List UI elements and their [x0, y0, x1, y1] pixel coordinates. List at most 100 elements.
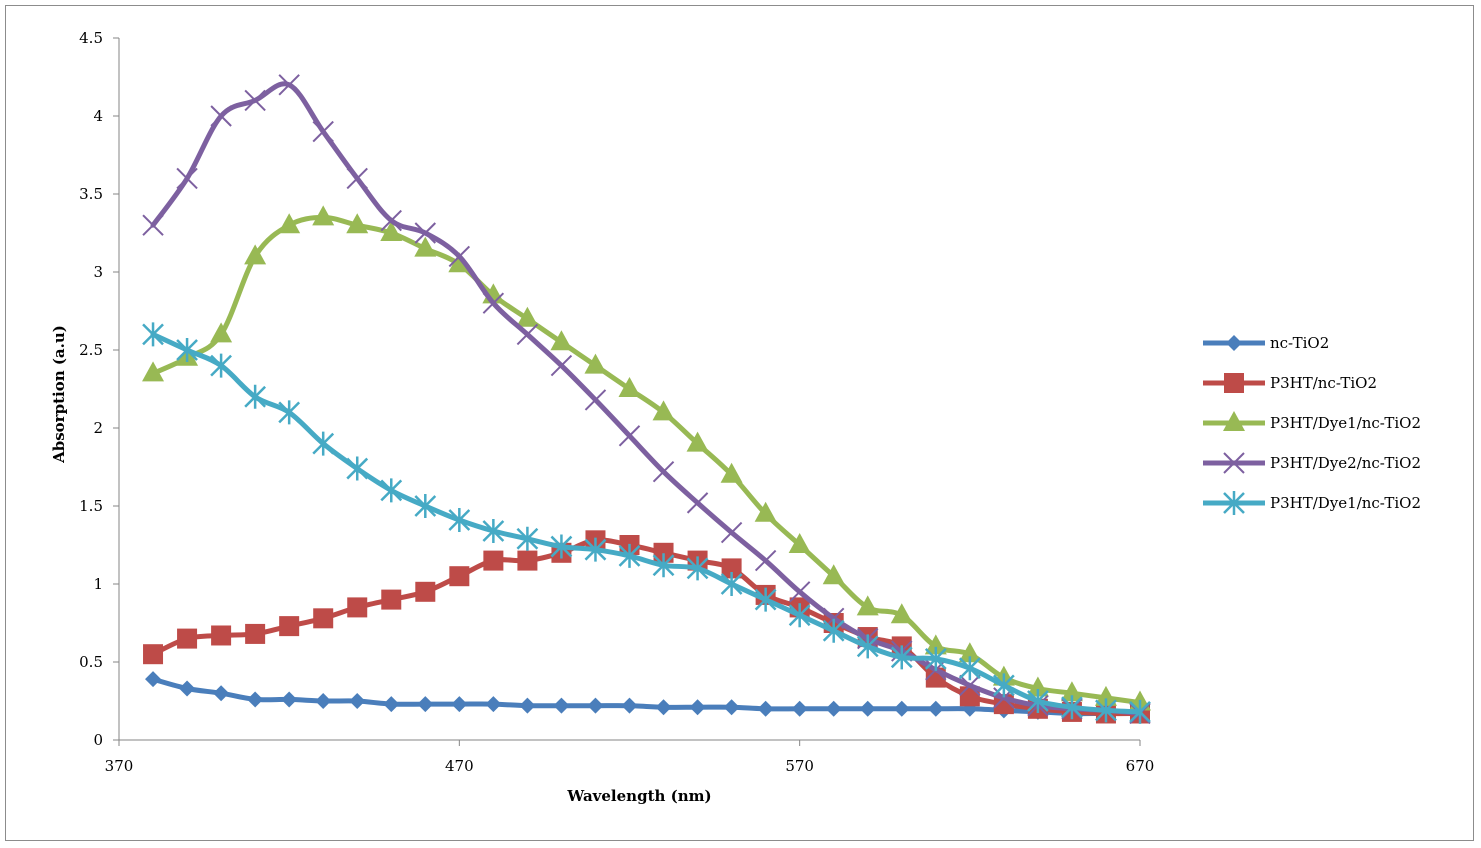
legend-marker	[1223, 491, 1245, 515]
data-point	[448, 508, 471, 533]
data-point	[720, 572, 743, 596]
y-tick-label: 0	[93, 731, 103, 749]
x-axis-title: Wavelength (nm)	[566, 787, 711, 805]
legend-item: P3HT/nc-TiO2	[1203, 373, 1377, 393]
data-point	[244, 244, 267, 265]
data-point	[346, 213, 369, 234]
legend-marker	[1224, 373, 1244, 393]
data-point	[791, 700, 808, 717]
x-tick-label: 570	[785, 757, 814, 775]
data-point	[890, 603, 913, 624]
series-line	[150, 214, 1143, 706]
data-point	[1061, 695, 1083, 720]
data-point	[959, 674, 981, 697]
data-point	[686, 556, 709, 581]
data-point	[380, 478, 403, 503]
data-point	[689, 699, 706, 716]
legend-label: P3HT/Dye2/nc-TiO2	[1270, 454, 1421, 472]
data-point	[210, 353, 232, 378]
data-point	[1027, 689, 1049, 713]
data-point	[415, 581, 436, 602]
data-point	[176, 167, 198, 190]
data-point	[788, 533, 811, 553]
y-tick-label: 1	[93, 575, 103, 593]
y-tick-label: 2.5	[79, 341, 103, 359]
data-point	[754, 587, 777, 612]
data-point	[550, 354, 573, 377]
data-point	[856, 595, 879, 616]
legend-marker	[1223, 452, 1245, 474]
data-point	[145, 671, 162, 688]
series-1	[145, 671, 1148, 722]
data-point	[856, 634, 879, 659]
y-tick-label: 4	[93, 107, 103, 125]
data-point	[247, 691, 264, 708]
data-point	[655, 699, 672, 716]
data-point	[587, 697, 604, 714]
data-point	[312, 431, 335, 456]
data-point	[278, 74, 300, 96]
data-point	[890, 645, 913, 670]
data-point	[1094, 685, 1117, 706]
axes: 0 0.5 1 1.5 2 2.5 3 3.5 4 4.5 370 470 570 670	[79, 29, 1154, 775]
y-axis-title: Absorption (a.u)	[50, 325, 68, 464]
legend-label: P3HT/Dye1/nc-TiO2	[1270, 494, 1421, 512]
data-point	[859, 700, 876, 717]
data-point	[176, 338, 198, 362]
data-point	[653, 542, 674, 563]
data-point	[414, 222, 437, 244]
data-point	[448, 252, 471, 273]
data-point	[686, 431, 709, 452]
data-point	[346, 167, 368, 190]
data-point	[414, 494, 437, 518]
y-tick-label: 4.5	[79, 29, 103, 47]
data-point	[584, 353, 607, 374]
data-point	[210, 105, 232, 127]
data-point	[281, 691, 298, 708]
data-point	[313, 608, 334, 629]
legend-label: P3HT/nc-TiO2	[1270, 374, 1377, 392]
data-point	[177, 628, 198, 649]
data-point	[381, 589, 402, 610]
y-tick-label: 2	[93, 419, 103, 437]
data-point	[550, 330, 573, 351]
data-point	[349, 693, 366, 709]
legend-item: P3HT/Dye1/nc-TiO2	[1203, 411, 1421, 432]
x-tick-label: 370	[105, 757, 134, 775]
y-tick-label: 3	[93, 263, 103, 281]
data-point	[414, 236, 437, 257]
data-point	[788, 581, 811, 603]
data-point	[1129, 699, 1151, 724]
data-point	[652, 553, 675, 578]
data-point	[142, 322, 164, 347]
data-point	[347, 597, 368, 618]
series-5	[142, 322, 1151, 724]
data-point	[483, 550, 504, 571]
data-point	[482, 292, 505, 314]
data-point	[822, 618, 845, 643]
data-point	[143, 644, 164, 665]
data-point	[721, 558, 742, 579]
data-point	[516, 323, 539, 346]
data-point	[142, 214, 164, 236]
data-point	[958, 642, 981, 663]
data-point	[516, 306, 539, 327]
data-point	[686, 492, 709, 514]
data-point	[584, 389, 607, 411]
data-point	[618, 543, 641, 568]
legend-item: P3HT/Dye2/nc-TiO2	[1203, 452, 1421, 474]
data-point	[312, 205, 335, 226]
data-point	[825, 700, 842, 717]
data-point	[279, 616, 300, 637]
data-point	[179, 680, 196, 697]
legend-marker	[1223, 411, 1245, 431]
data-point	[618, 377, 641, 397]
data-point	[485, 696, 502, 713]
data-point	[1060, 681, 1083, 702]
data-point	[210, 322, 233, 343]
data-point	[1026, 676, 1049, 697]
data-point	[448, 245, 471, 268]
legend-item: nc-TiO2	[1203, 334, 1329, 352]
data-point	[312, 120, 334, 143]
data-point	[278, 400, 301, 425]
